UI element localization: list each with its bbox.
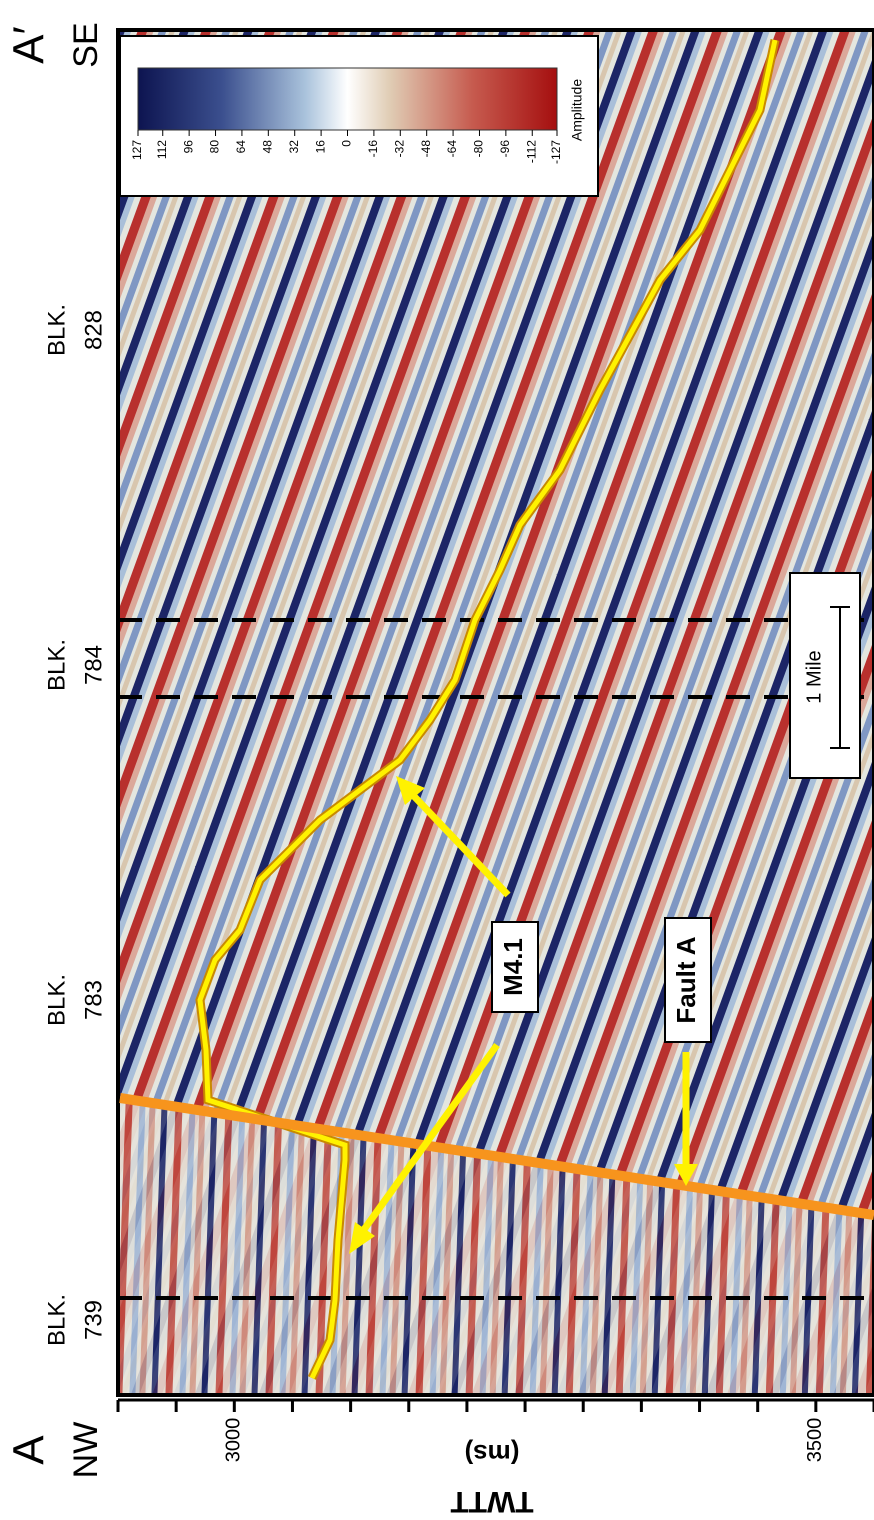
colorbar-tick-label: 80 [208, 140, 222, 154]
colorbar-tick-label: 16 [313, 140, 327, 154]
colorbar-tick-label: 32 [287, 140, 301, 154]
block-number: 783 [80, 980, 107, 1020]
horizon-label: M4.1 [498, 938, 528, 996]
colorbar-tick-label: 127 [130, 140, 144, 160]
start-letter: A [5, 1435, 54, 1465]
colorbar [138, 68, 557, 130]
block-number: 828 [80, 310, 107, 350]
colorbar-tick-label: 96 [181, 140, 195, 154]
block-labels: BLK. 739 BLK. 783 BLK. 784 BLK. 828 [43, 304, 107, 1346]
colorbar-tick-label: 0 [340, 140, 354, 147]
end-direction: SE [67, 22, 105, 67]
colorbar-tick-label: -80 [472, 140, 486, 158]
colorbar-tick-label: -127 [549, 140, 563, 164]
block-prefix: BLK. [43, 304, 70, 356]
axis-title: TWTT [450, 1485, 533, 1518]
block-prefix: BLK. [43, 1294, 70, 1346]
colorbar-tick-label: -32 [392, 140, 406, 158]
block-number: 784 [80, 645, 107, 685]
start-direction: NW [67, 1422, 105, 1479]
axis-tick-label: 3500 [804, 1418, 826, 1463]
colorbar-tick-label: -16 [366, 140, 380, 158]
block-prefix: BLK. [43, 974, 70, 1026]
axis-unit: (ms) [465, 1439, 520, 1469]
colorbar-title: Amplitude [569, 79, 585, 141]
colorbar-tick-label: -96 [498, 140, 512, 158]
end-letter: A′ [5, 26, 54, 64]
colorbar-tick-label: 112 [155, 140, 169, 159]
block-number: 739 [80, 1300, 107, 1340]
block-prefix: BLK. [43, 639, 70, 691]
axis-tick-label: 3000 [223, 1418, 245, 1463]
colorbar-tick-label: -112 [524, 140, 538, 163]
fault-label: Fault A [671, 936, 701, 1023]
colorbar-tick-label: 64 [234, 140, 248, 154]
colorbar-tick-label: -48 [419, 140, 433, 158]
figure: M4.1 Fault A 1 Mile Amplitude A′ SE A NW… [0, 0, 874, 1520]
colorbar-tick-label: -64 [445, 140, 459, 158]
scale-bar-label: 1 Mile [803, 650, 825, 703]
colorbar-tick-label: 48 [260, 140, 274, 154]
